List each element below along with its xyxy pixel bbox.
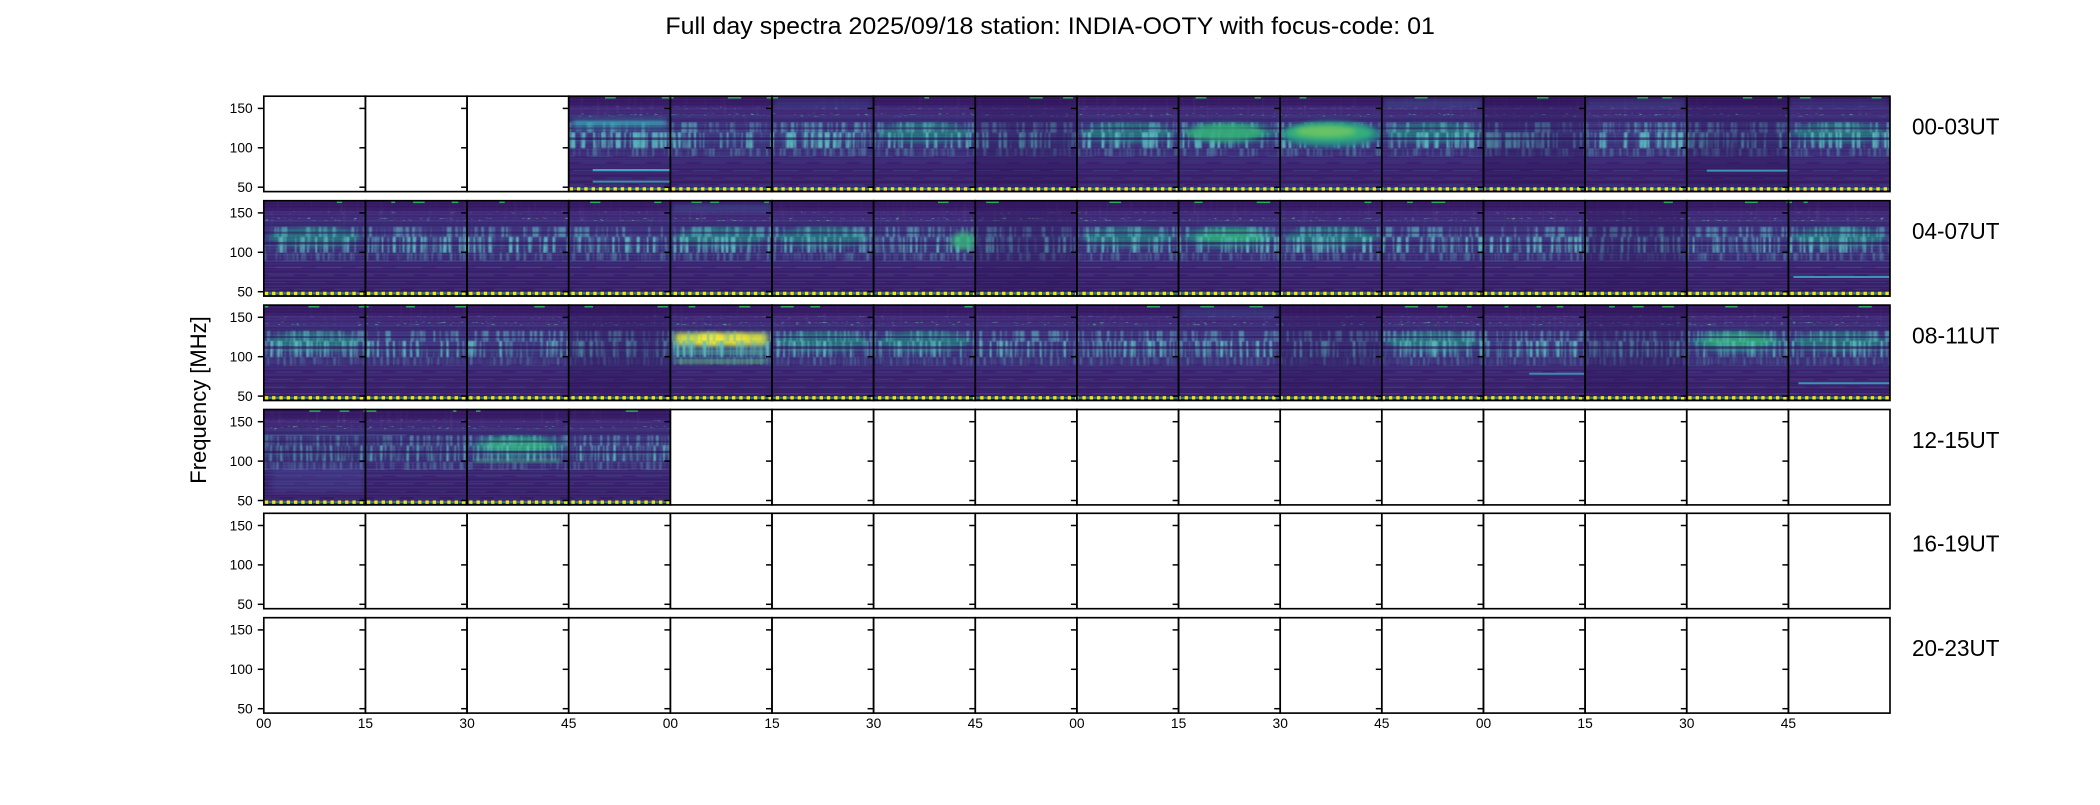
svg-text:00-03UT: 00-03UT [1912, 114, 2000, 140]
svg-text:150: 150 [230, 206, 253, 221]
svg-text:45: 45 [1374, 716, 1390, 731]
svg-text:30: 30 [1273, 716, 1289, 731]
svg-text:Frequency [MHz]: Frequency [MHz] [186, 316, 211, 484]
svg-text:08-11UT: 08-11UT [1912, 323, 2000, 349]
svg-text:50: 50 [237, 702, 253, 717]
svg-text:50: 50 [237, 180, 253, 195]
svg-text:50: 50 [237, 389, 253, 404]
svg-text:30: 30 [866, 716, 882, 731]
svg-text:00: 00 [663, 716, 679, 731]
svg-text:15: 15 [1577, 716, 1593, 731]
svg-text:00: 00 [256, 716, 272, 731]
svg-text:100: 100 [230, 454, 253, 469]
svg-text:00: 00 [1476, 716, 1492, 731]
svg-text:30: 30 [459, 716, 475, 731]
svg-text:12-15UT: 12-15UT [1912, 427, 2000, 453]
svg-text:04-07UT: 04-07UT [1912, 218, 2000, 244]
svg-text:45: 45 [561, 716, 577, 731]
svg-text:100: 100 [230, 245, 253, 260]
svg-text:50: 50 [237, 493, 253, 508]
svg-text:15: 15 [764, 716, 780, 731]
svg-text:45: 45 [1781, 716, 1797, 731]
svg-text:150: 150 [230, 101, 253, 116]
svg-text:50: 50 [237, 597, 253, 612]
svg-text:00: 00 [1069, 716, 1085, 731]
svg-text:100: 100 [230, 662, 253, 677]
svg-text:20-23UT: 20-23UT [1912, 635, 2000, 661]
svg-text:Full day spectra 2025/09/18 st: Full day spectra 2025/09/18 station: IND… [665, 14, 1435, 40]
svg-text:30: 30 [1679, 716, 1695, 731]
svg-text:15: 15 [358, 716, 374, 731]
svg-text:16-19UT: 16-19UT [1912, 531, 2000, 557]
svg-text:15: 15 [1171, 716, 1187, 731]
svg-text:150: 150 [230, 623, 253, 638]
svg-text:150: 150 [230, 415, 253, 430]
svg-text:150: 150 [230, 310, 253, 325]
svg-text:45: 45 [968, 716, 984, 731]
svg-text:100: 100 [230, 558, 253, 573]
svg-text:50: 50 [237, 285, 253, 300]
svg-text:100: 100 [230, 350, 253, 365]
svg-text:100: 100 [230, 141, 253, 156]
svg-text:150: 150 [230, 518, 253, 533]
